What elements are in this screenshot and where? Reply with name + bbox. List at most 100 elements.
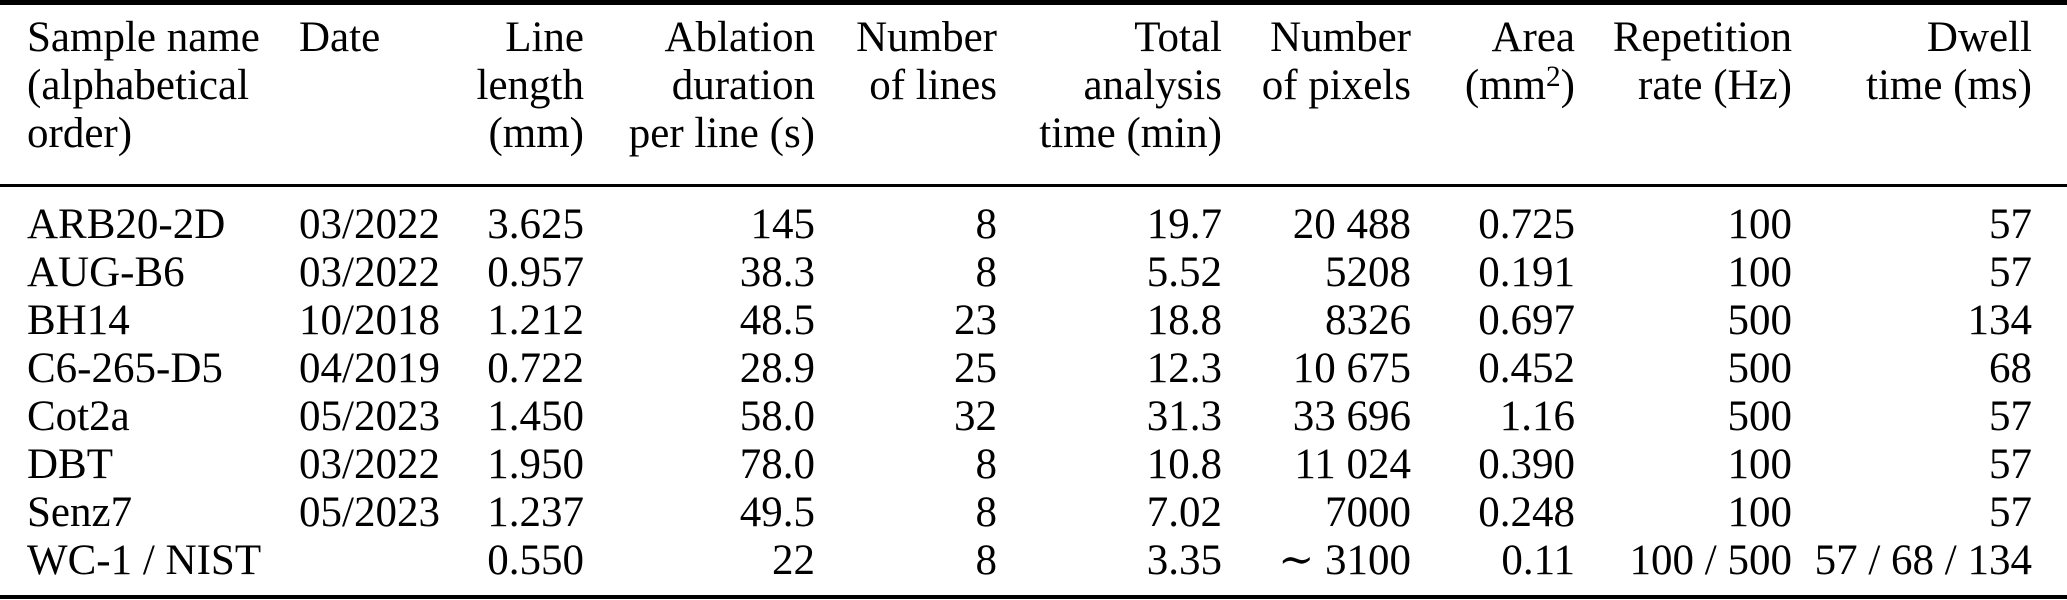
cell-date: 03/2022 <box>299 201 440 248</box>
header-line: Total <box>1134 14 1222 61</box>
column-header-area: Area (mm2) <box>1411 3 1575 186</box>
header-line: Area <box>1491 14 1575 61</box>
cell-number-of-pixels: 10 675 <box>1292 345 1411 392</box>
cell-area: 0.191 <box>1478 249 1575 296</box>
header-line: Ablation <box>664 14 815 61</box>
header-line: Repetition <box>1612 14 1792 61</box>
cell-line-length: 0.957 <box>487 249 584 296</box>
cell-total-analysis-time: 7.02 <box>1146 489 1222 536</box>
table-row: WC-1 / NIST 0.550 22 8 3.35 ∼ 3100 0.11 … <box>0 537 2067 597</box>
area-unit-superscript: 2 <box>1546 60 1561 93</box>
header-line: Sample name <box>27 14 260 61</box>
table-header: Sample name (alphabetical order) Date Li… <box>0 3 2067 186</box>
table-row: ARB20-2D 03/2022 3.625 145 8 19.7 20 488… <box>0 186 2067 250</box>
cell-total-analysis-time: 19.7 <box>1146 201 1222 248</box>
cell-total-analysis-time: 3.35 <box>1146 537 1222 584</box>
cell-area: 0.248 <box>1478 489 1575 536</box>
table-body: ARB20-2D 03/2022 3.625 145 8 19.7 20 488… <box>0 186 2067 598</box>
column-header-number-of-pixels: Number of pixels <box>1222 3 1411 186</box>
cell-number-of-pixels: 20 488 <box>1292 201 1411 248</box>
cell-sample-name: BH14 <box>27 297 130 344</box>
cell-number-of-lines: 8 <box>975 201 998 248</box>
header-line: (alphabetical <box>27 62 250 109</box>
header-row: Sample name (alphabetical order) Date Li… <box>0 3 2067 186</box>
cell-area: 0.452 <box>1478 345 1575 392</box>
header-line: duration <box>671 62 815 109</box>
header-line: rate (Hz) <box>1638 62 1792 109</box>
cell-ablation-duration: 78.0 <box>739 441 815 488</box>
column-header-repetition-rate: Repetition rate (Hz) <box>1575 3 1792 186</box>
header-line: per line (s) <box>628 110 815 157</box>
cell-number-of-lines: 8 <box>975 489 998 536</box>
table-row: BH14 10/2018 1.212 48.5 23 18.8 8326 0.6… <box>0 297 2067 345</box>
cell-area: 0.697 <box>1478 297 1575 344</box>
cell-line-length: 1.212 <box>487 297 584 344</box>
cell-number-of-lines: 8 <box>975 249 998 296</box>
cell-repetition-rate: 500 <box>1727 393 1793 440</box>
cell-sample-name: C6-265-D5 <box>27 345 223 392</box>
header-line: of lines <box>869 62 997 109</box>
cell-dwell-time: 57 <box>1989 489 2032 536</box>
cell-repetition-rate: 100 / 500 <box>1629 537 1792 584</box>
header-line: time (ms) <box>1866 62 2032 109</box>
cell-sample-name: Cot2a <box>27 393 130 440</box>
cell-number-of-lines: 32 <box>954 393 997 440</box>
cell-dwell-time: 57 <box>1989 441 2032 488</box>
cell-area: 0.390 <box>1478 441 1575 488</box>
cell-sample-name: ARB20-2D <box>27 201 226 248</box>
header-line: Number <box>1270 14 1411 61</box>
header-line: length <box>476 62 584 109</box>
cell-line-length: 1.950 <box>487 441 584 488</box>
cell-ablation-duration: 145 <box>750 201 816 248</box>
cell-line-length: 1.450 <box>487 393 584 440</box>
cell-dwell-time: 57 <box>1989 393 2032 440</box>
header-line: of pixels <box>1261 62 1411 109</box>
header-line: Line <box>505 14 584 61</box>
cell-repetition-rate: 100 <box>1727 201 1793 248</box>
cell-number-of-pixels: 5208 <box>1325 249 1411 296</box>
cell-area: 1.16 <box>1499 393 1575 440</box>
column-header-total-analysis-time: Total analysis time (min) <box>997 3 1222 186</box>
cell-dwell-time: 68 <box>1989 345 2032 392</box>
cell-dwell-time: 57 <box>1989 249 2032 296</box>
table-row: Cot2a 05/2023 1.450 58.0 32 31.3 33 696 … <box>0 393 2067 441</box>
cell-sample-name: DBT <box>27 441 113 488</box>
cell-ablation-duration: 28.9 <box>739 345 815 392</box>
cell-date: 03/2022 <box>299 249 440 296</box>
table-row: DBT 03/2022 1.950 78.0 8 10.8 11 024 0.3… <box>0 441 2067 489</box>
header-line: time (min) <box>1039 110 1222 157</box>
cell-number-of-pixels: 11 024 <box>1294 441 1411 488</box>
cell-date: 05/2023 <box>299 489 440 536</box>
cell-total-analysis-time: 5.52 <box>1146 249 1222 296</box>
column-header-date: Date <box>299 3 450 186</box>
header-line: analysis <box>1083 62 1222 109</box>
header-line: Date <box>299 14 381 61</box>
column-header-ablation-duration: Ablation duration per line (s) <box>584 3 815 186</box>
header-line: Number <box>856 14 997 61</box>
cell-total-analysis-time: 10.8 <box>1146 441 1222 488</box>
header-line: Dwell <box>1926 14 2032 61</box>
column-header-dwell-time: Dwell time (ms) <box>1792 3 2067 186</box>
cell-date <box>299 537 450 597</box>
cell-date: 04/2019 <box>299 345 440 392</box>
cell-number-of-lines: 25 <box>954 345 997 392</box>
cell-total-analysis-time: 12.3 <box>1146 345 1222 392</box>
cell-date: 03/2022 <box>299 441 440 488</box>
cell-number-of-lines: 8 <box>975 537 998 584</box>
cell-repetition-rate: 500 <box>1727 345 1793 392</box>
header-line-area-unit: (mm2) <box>1464 60 1575 109</box>
cell-line-length: 0.722 <box>487 345 584 392</box>
cell-area: 0.725 <box>1478 201 1575 248</box>
cell-repetition-rate: 100 <box>1727 489 1793 536</box>
cell-number-of-pixels: 33 696 <box>1292 393 1411 440</box>
cell-dwell-time: 57 / 68 / 134 <box>1814 537 2032 584</box>
cell-ablation-duration: 49.5 <box>739 489 815 536</box>
cell-dwell-time: 57 <box>1989 201 2032 248</box>
column-header-number-of-lines: Number of lines <box>815 3 997 186</box>
cell-line-length: 3.625 <box>487 201 584 248</box>
cell-number-of-pixels: 8326 <box>1325 297 1411 344</box>
cell-line-length: 0.550 <box>487 537 584 584</box>
cell-date: 05/2023 <box>299 393 440 440</box>
cell-repetition-rate: 500 <box>1727 297 1793 344</box>
